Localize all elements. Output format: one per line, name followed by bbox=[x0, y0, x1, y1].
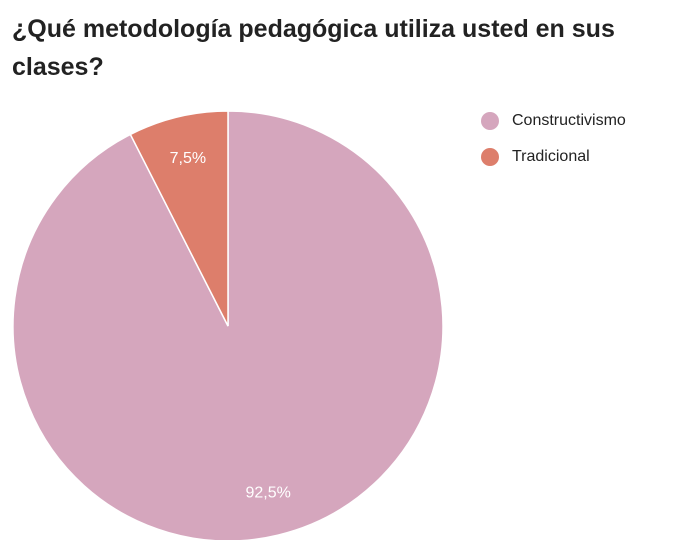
legend-swatch bbox=[481, 148, 499, 166]
slice-label: 92,5% bbox=[245, 484, 290, 501]
pie-slice bbox=[129, 110, 229, 327]
legend-swatch bbox=[481, 112, 499, 130]
slice-label: 7,5% bbox=[170, 150, 206, 167]
legend-label: Tradicional bbox=[512, 148, 590, 165]
chart-title: ¿Qué metodología pedagógica utiliza uste… bbox=[12, 15, 615, 81]
legend-label: Constructivismo bbox=[512, 112, 626, 129]
